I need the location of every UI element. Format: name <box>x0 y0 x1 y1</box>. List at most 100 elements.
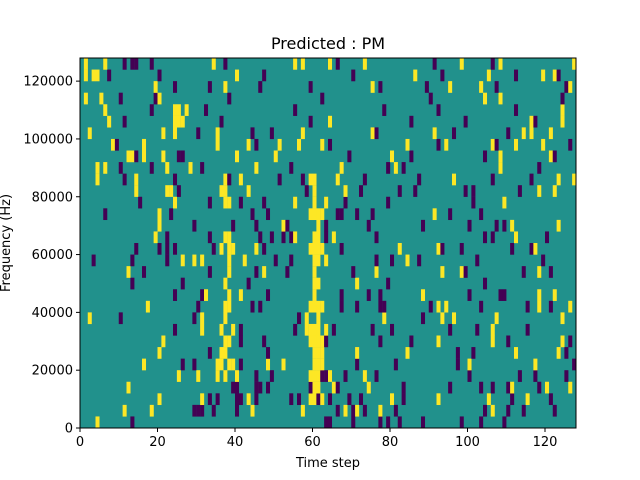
heatmap-cell <box>246 185 251 197</box>
heatmap-cell <box>483 150 488 163</box>
heatmap-cell <box>533 358 538 371</box>
heatmap-cell <box>320 347 325 359</box>
heatmap-cell <box>320 138 325 151</box>
heatmap-cell <box>219 358 224 371</box>
heatmap-cell <box>258 300 263 313</box>
heatmap-cell <box>564 81 569 93</box>
heatmap-cell <box>448 81 453 93</box>
heatmap-cell <box>196 404 201 417</box>
heatmap-cell <box>227 289 232 301</box>
heatmap-cell <box>134 243 139 255</box>
heatmap-cell <box>165 243 170 255</box>
heatmap-cell <box>568 335 573 348</box>
heatmap-cell <box>537 162 542 174</box>
x-axis-label: Time step <box>295 456 360 471</box>
heatmap-cell <box>436 243 441 255</box>
heatmap-cell <box>312 370 317 382</box>
heatmap-cell <box>145 300 150 313</box>
heatmap-cell <box>111 138 116 151</box>
heatmap-cell <box>339 289 344 301</box>
heatmap-cell <box>192 254 197 267</box>
heatmap-cell <box>444 300 449 313</box>
heatmap-cell <box>436 335 441 348</box>
heatmap-cell <box>266 347 271 359</box>
heatmap-cell <box>494 81 499 93</box>
heatmap-cell <box>475 254 480 267</box>
heatmap-cell <box>335 58 340 70</box>
heatmap-cell <box>506 404 511 417</box>
heatmap-cell <box>308 81 313 93</box>
heatmap-cell <box>266 208 271 221</box>
heatmap-cell <box>374 266 379 278</box>
heatmap-cell <box>114 138 119 151</box>
heatmap-cell <box>273 254 278 267</box>
heatmap-cell <box>320 300 325 313</box>
heatmap-cell <box>176 115 181 128</box>
heatmap-cell <box>126 266 131 278</box>
heatmap-cell <box>331 323 336 336</box>
plot-frame <box>79 57 577 429</box>
heatmap-cell <box>432 208 437 221</box>
heatmap-cell <box>409 115 414 128</box>
heatmap-cell <box>246 277 251 290</box>
heatmap-cell <box>266 358 271 371</box>
heatmap-cell <box>223 185 228 197</box>
heatmap-cell <box>572 58 577 70</box>
heatmap-cell <box>95 416 100 429</box>
heatmap-cell <box>118 312 123 325</box>
heatmap-cell <box>452 173 457 186</box>
heatmap-cell <box>235 381 240 394</box>
heatmap-cell <box>91 254 96 267</box>
heatmap-cell <box>370 127 375 140</box>
heatmap-cell <box>537 300 542 313</box>
heatmap-cell <box>258 81 263 93</box>
y-axis-label: Frequency (Hz) <box>0 194 14 292</box>
heatmap-cell <box>483 404 488 417</box>
y-tick-label: 80000 <box>32 190 73 205</box>
heatmap-cell <box>440 266 445 278</box>
heatmap-cell <box>312 335 317 348</box>
heatmap-cell <box>269 127 274 140</box>
heatmap-cell <box>572 173 577 186</box>
heatmap-cell <box>118 92 123 105</box>
heatmap-cell <box>471 185 476 197</box>
heatmap-cell <box>227 254 232 267</box>
heatmap-cell <box>223 300 228 313</box>
heatmap-cell <box>490 231 495 244</box>
heatmap-cell <box>219 323 224 336</box>
heatmap-cell <box>390 393 395 406</box>
heatmap-cell <box>238 358 243 371</box>
heatmap-cell <box>192 312 197 325</box>
heatmap-cell <box>560 92 565 105</box>
heatmap-cell <box>494 219 499 232</box>
x-tick-label: 20 <box>149 435 166 450</box>
heatmap-cell <box>556 347 561 359</box>
heatmap-cell <box>479 81 484 93</box>
heatmap-cell <box>397 416 402 429</box>
heatmap-cell <box>262 266 267 278</box>
heatmap-cell <box>335 173 340 186</box>
heatmap-cell <box>494 138 499 151</box>
heatmap-cell <box>300 127 305 140</box>
heatmap-cell <box>548 266 553 278</box>
heatmap-cell <box>238 289 243 301</box>
heatmap-cell <box>300 404 305 417</box>
heatmap-cell <box>266 289 271 301</box>
heatmap-cell <box>134 150 139 163</box>
heatmap-cell <box>421 312 426 325</box>
heatmap-cell <box>223 231 228 244</box>
heatmap-cell <box>339 162 344 174</box>
heatmap-cell <box>83 92 88 105</box>
heatmap-cell <box>529 243 534 255</box>
heatmap-cell <box>378 335 383 348</box>
heatmap-cell <box>467 289 472 301</box>
heatmap-cell <box>103 58 108 70</box>
heatmap-cell <box>490 323 495 336</box>
heatmap-cell <box>378 416 383 429</box>
heatmap-cell <box>552 185 557 197</box>
heatmap-cell <box>328 416 333 429</box>
heatmap-cell <box>312 381 317 394</box>
heatmap-cell <box>157 69 162 82</box>
heatmap-cell <box>246 138 251 151</box>
heatmap-cell <box>238 393 243 406</box>
